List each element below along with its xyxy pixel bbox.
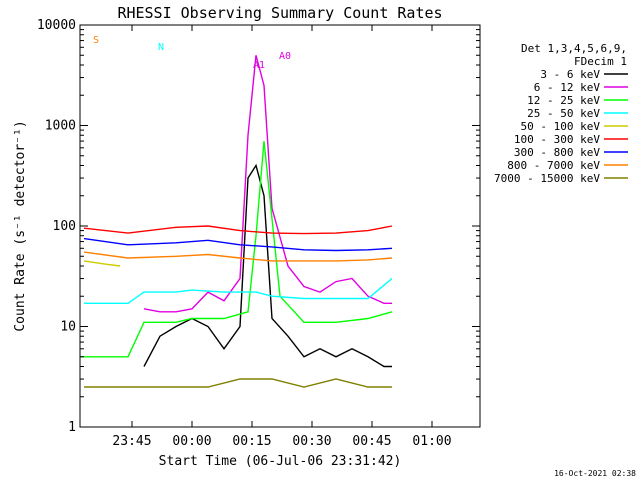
y-tick-label: 100 (53, 219, 76, 234)
chart-title: RHESSI Observing Summary Count Rates (117, 4, 442, 22)
y-tick-label: 1000 (45, 119, 76, 134)
legend-entry-label: 50 - 100 keV (521, 120, 601, 133)
legend-entry-label: 100 - 300 keV (514, 133, 600, 146)
x-tick-label: 23:45 (112, 434, 151, 449)
legend-entry-label: 7000 - 15000 keV (494, 172, 600, 185)
series-line-50-100-kev (83, 260, 121, 267)
legend-entry-label: 300 - 800 keV (514, 146, 600, 159)
flag-label-n: N (158, 42, 164, 53)
legend-entry-label: 25 - 50 keV (527, 107, 600, 120)
x-tick-label: 01:00 (412, 434, 451, 449)
series-line-25-50-kev (84, 277, 393, 304)
flag-label-a1: A1 (253, 60, 265, 71)
flag-label-s: S (93, 35, 99, 46)
series-line-12-25-kev (80, 141, 393, 358)
series-line-300-800-kev (83, 237, 393, 252)
x-tick-label: 00:45 (352, 434, 391, 449)
legend-title-line-1: Det 1,3,4,5,6,9, (521, 42, 627, 55)
legend-entry-label: 12 - 25 keV (527, 94, 600, 107)
x-tick-label: 00:30 (292, 434, 331, 449)
series-line-100-300-kev (83, 225, 393, 235)
y-tick-label: 10000 (37, 18, 76, 33)
timestamp-footer: 16-Oct-2021 02:38 (554, 469, 636, 478)
flag-label-a0: A0 (279, 51, 291, 62)
x-axis-label: Start Time (06-Jul-06 23:31:42) (159, 454, 402, 469)
y-tick-label: 10 (60, 320, 76, 335)
series-line-800-7000-kev (83, 251, 393, 262)
x-tick-label: 00:15 (232, 434, 271, 449)
y-tick-label: 1 (68, 420, 76, 435)
series-line-7000-15000-kev (84, 378, 392, 388)
x-tick-label: 00:00 (172, 434, 211, 449)
legend-entry-label: 3 - 6 keV (540, 68, 600, 81)
legend-entry-label: 800 - 7000 keV (507, 159, 600, 172)
legend-title-line-2: FDecim 1 (574, 55, 627, 68)
series-line-6-12-kev (143, 55, 392, 313)
y-axis-label: Count Rate (s⁻¹ detector⁻¹) (13, 120, 28, 331)
legend-entry-label: 6 - 12 keV (534, 81, 601, 94)
